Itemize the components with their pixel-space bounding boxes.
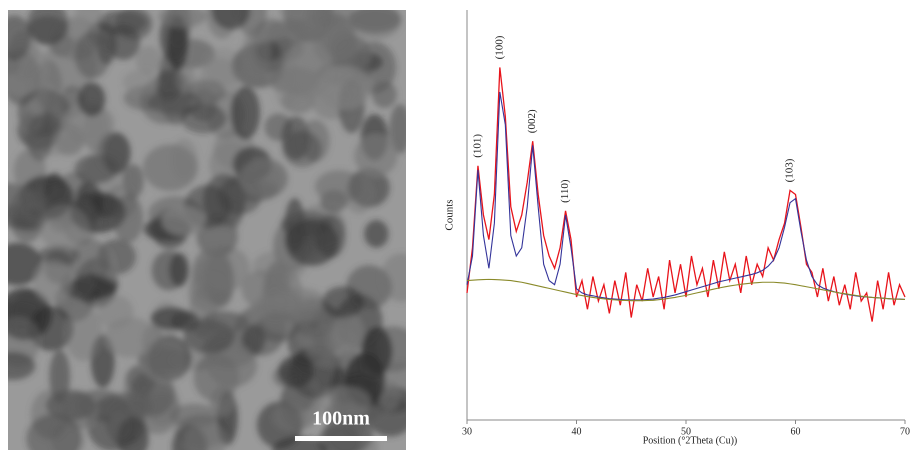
particle: [46, 390, 96, 421]
particle: [362, 326, 392, 376]
particle: [175, 66, 197, 95]
particle: [8, 242, 42, 286]
particle: [26, 114, 54, 161]
particle: [64, 305, 103, 362]
particle: [161, 206, 205, 236]
particle: [272, 403, 308, 431]
particle: [117, 416, 149, 450]
y-axis-label: Counts: [444, 199, 456, 230]
particle: [389, 104, 406, 154]
particle: [98, 392, 153, 421]
peak-label: (101): [471, 134, 483, 158]
x-tick-label: 30: [462, 426, 472, 437]
xrd-chart: Position (°2Theta (Cu)) Counts 30 40 50 60 7…: [444, 10, 910, 446]
particle: [122, 69, 160, 95]
particle: [135, 381, 181, 435]
particle: [8, 316, 41, 363]
particle: [114, 10, 153, 41]
particle: [8, 187, 45, 243]
particle: [135, 45, 162, 75]
series-line: [466, 278, 906, 302]
particle: [38, 204, 90, 251]
particle: [258, 283, 302, 334]
particle: [74, 10, 103, 25]
particle: [167, 16, 188, 72]
particle: [332, 312, 365, 357]
particle: [74, 31, 111, 79]
particle: [282, 130, 322, 168]
tem-image: 100nm: [8, 10, 406, 450]
peak-label: (100): [493, 35, 505, 59]
particle: [26, 414, 82, 450]
particle: [302, 11, 327, 38]
particle: [192, 247, 232, 293]
particle: [54, 123, 86, 156]
particle: [112, 194, 144, 243]
x-tick-label: 50: [681, 426, 691, 437]
particle: [139, 337, 188, 383]
particle: [344, 175, 374, 214]
particle: [198, 57, 241, 101]
particle: [230, 86, 260, 140]
x-tick-label: 40: [572, 426, 582, 437]
particle: [380, 253, 406, 302]
series-line: [466, 67, 906, 322]
particle: [211, 10, 251, 30]
particle: [316, 65, 372, 110]
particle: [170, 138, 198, 182]
particle: [278, 355, 314, 388]
particle: [184, 421, 228, 450]
particle: [199, 311, 249, 334]
particle: [32, 260, 73, 304]
scale-bar-label: 100nm: [312, 408, 370, 430]
x-axis-label: Position (°2Theta (Cu)): [643, 435, 738, 446]
particles: [8, 10, 406, 450]
particle: [242, 25, 271, 80]
particle: [209, 386, 235, 415]
particle: [60, 272, 96, 300]
particle: [239, 158, 288, 199]
particle: [158, 10, 207, 28]
peak-label: (110): [559, 179, 571, 203]
particle: [49, 350, 71, 403]
particle: [150, 306, 191, 330]
particle: [169, 252, 190, 287]
particle: [180, 103, 227, 134]
scale-bar: [295, 436, 387, 441]
x-tick-label: 60: [791, 426, 801, 437]
particle: [27, 10, 69, 46]
particle: [8, 15, 32, 61]
particle: [372, 80, 397, 109]
particle: [78, 82, 106, 117]
particle: [321, 286, 364, 318]
particle: [38, 245, 80, 266]
peak-label: (103): [784, 158, 796, 182]
particle: [8, 351, 36, 381]
particle: [318, 386, 371, 418]
particle: [103, 132, 131, 175]
x-tick-label: 70: [900, 426, 910, 437]
particle: [364, 220, 389, 248]
particle: [206, 343, 258, 388]
particle: [354, 135, 398, 177]
particle: [285, 219, 339, 266]
peak-label: (002): [526, 109, 538, 133]
particle: [350, 10, 402, 40]
